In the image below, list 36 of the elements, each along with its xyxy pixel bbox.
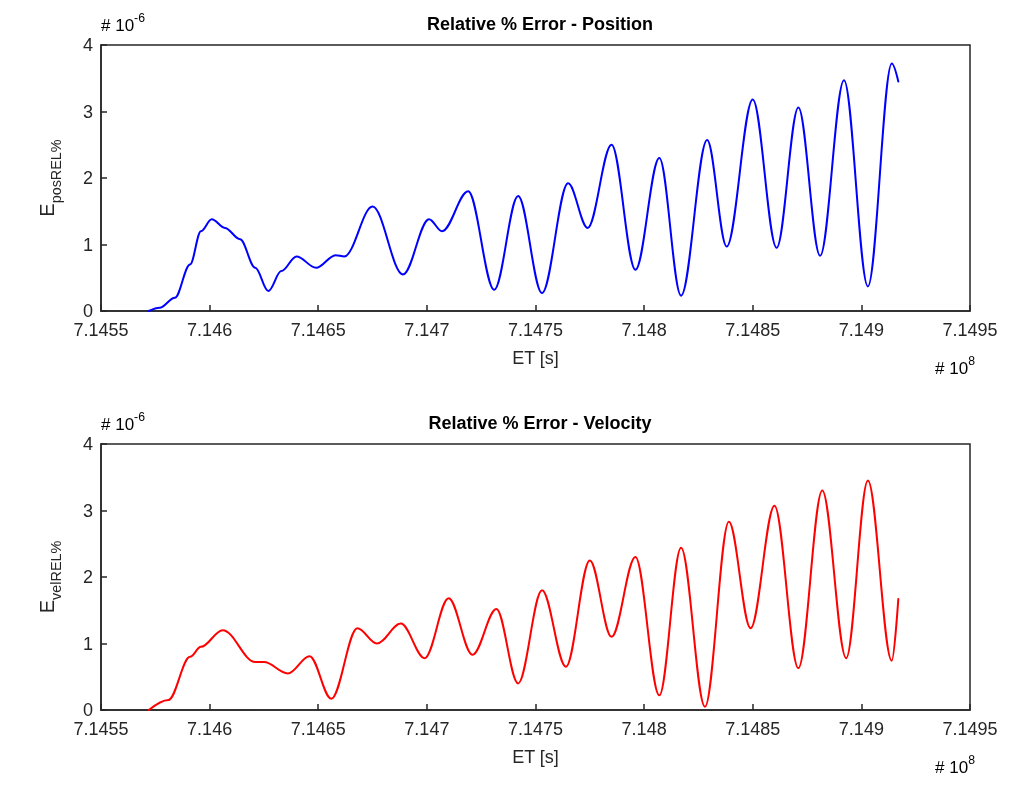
line-series <box>147 479 900 711</box>
x-tick-label: 7.149 <box>838 719 884 739</box>
y-tick-label: 2 <box>82 168 93 188</box>
x-axis-title: ET [s] <box>512 747 559 767</box>
x-tick-label: 7.149 <box>838 320 884 340</box>
x-tick-label: 7.146 <box>187 320 233 340</box>
x-tick-label: 7.148 <box>621 320 667 340</box>
y-tick-label: 4 <box>82 434 93 454</box>
x-tick-label: 7.1495 <box>942 719 998 739</box>
x-tick-label: 7.1475 <box>507 320 564 340</box>
y-tick-label: 0 <box>82 700 93 720</box>
x-tick-label: 7.1465 <box>290 320 346 340</box>
chart-title: Relative % Error - Velocity <box>428 413 652 433</box>
x-tick-label: 7.147 <box>404 719 450 739</box>
y-tick-label: 4 <box>82 35 93 55</box>
x-tick-label: 7.1455 <box>73 320 129 340</box>
x-tick-label: 7.1455 <box>73 719 129 739</box>
y-tick-label: 1 <box>82 633 93 654</box>
y-axis-title: EvelREL% <box>36 540 64 614</box>
y-tick-label: 3 <box>82 500 93 521</box>
x-tick-label: 7.1465 <box>290 719 346 739</box>
x-tick-label: 7.1475 <box>507 719 564 739</box>
x-tick-label: 7.147 <box>404 320 450 340</box>
y-tick-label: 2 <box>82 567 93 587</box>
x-axis-title: ET [s] <box>512 348 559 368</box>
x-tick-label: 7.148 <box>621 719 667 739</box>
x-tick-label: 7.1495 <box>942 320 998 340</box>
y-tick-label: 1 <box>82 234 93 255</box>
y-axis-title: EposREL% <box>36 139 64 217</box>
line-series <box>147 62 900 312</box>
y-tick-label: 0 <box>82 301 93 321</box>
x-tick-label: 7.1485 <box>725 719 781 739</box>
x-tick-label: 7.1485 <box>725 320 781 340</box>
x-tick-label: 7.146 <box>187 719 233 739</box>
chart-title: Relative % Error - Position <box>426 14 654 34</box>
y-tick-label: 3 <box>82 101 93 122</box>
